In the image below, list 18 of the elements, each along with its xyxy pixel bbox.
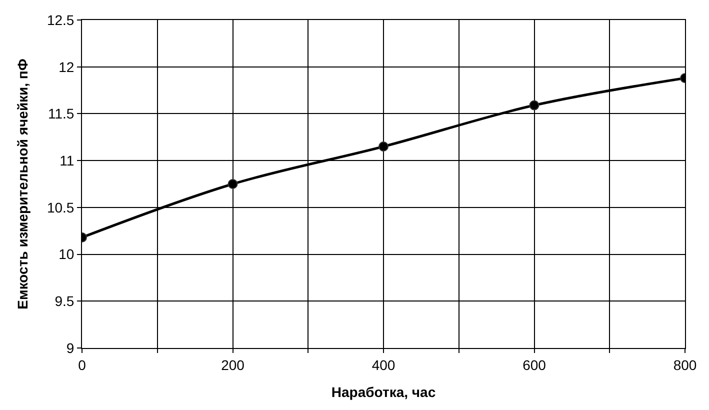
- y-tick-label: 11.5: [48, 106, 74, 122]
- point: [378, 142, 388, 152]
- x-tick-label: 600: [522, 356, 546, 373]
- y-tick-label: 11: [60, 152, 74, 168]
- y-tick-label: 9.5: [54, 293, 74, 310]
- point: [228, 179, 238, 189]
- x-tick-label: 800: [673, 356, 697, 373]
- y-tick-label: 12.5: [46, 12, 74, 28]
- x-tick-label: 400: [372, 356, 396, 373]
- point: [529, 100, 540, 110]
- y-axis-title: Емкость измерительной ячейки, пФ: [14, 58, 31, 310]
- x-axis-title: Наработка, час: [331, 384, 436, 400]
- y-tick-label: 12: [58, 58, 74, 75]
- x-tick-label: 0: [78, 356, 86, 373]
- y-tick-label: 10: [58, 246, 74, 262]
- y-tick-label: 10.5: [46, 199, 74, 216]
- y-tick-label: 9: [66, 340, 74, 356]
- x-tick-label: 200: [221, 356, 245, 373]
